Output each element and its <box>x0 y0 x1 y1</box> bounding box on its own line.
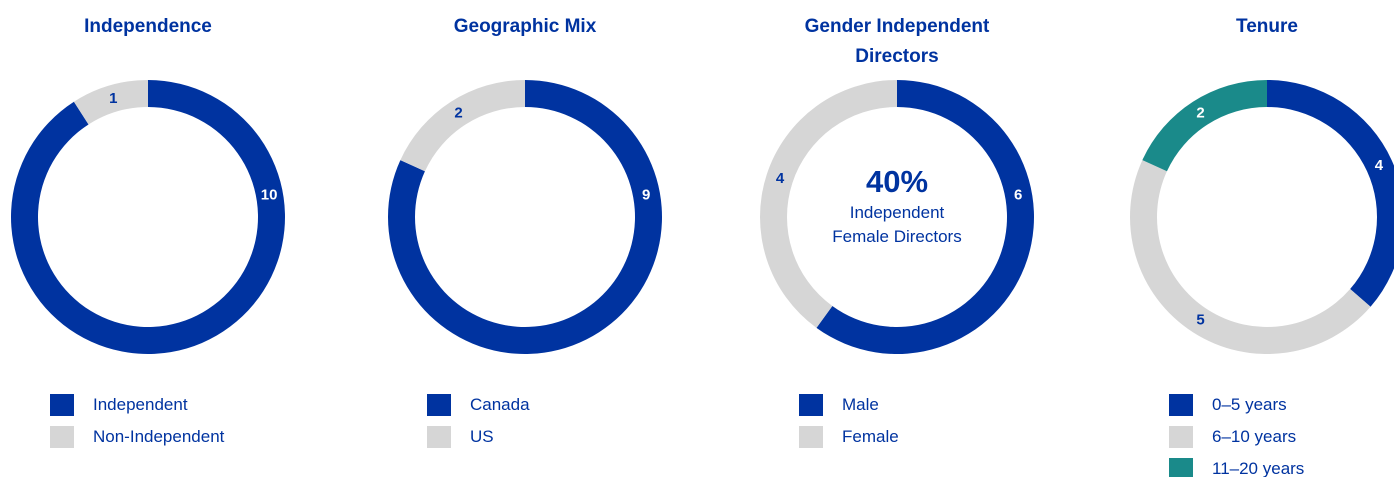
legend-swatch <box>50 426 74 448</box>
legend-label: US <box>470 427 494 446</box>
chart-title: Geographic Mix <box>453 16 597 37</box>
donut-slice <box>400 80 525 172</box>
legend-label: Non-Independent <box>93 427 225 446</box>
value-label: 10 <box>261 187 278 204</box>
legend-swatch <box>799 426 823 448</box>
chart-title: Gender Independent Directors <box>804 16 990 67</box>
legend-label: 11–20 years <box>1212 459 1305 477</box>
center-value: 40% <box>865 164 929 199</box>
chart-title: Independence <box>84 16 212 37</box>
legend-swatch <box>50 394 74 416</box>
value-label: 1 <box>109 90 117 107</box>
value-label: 4 <box>776 170 785 187</box>
value-label: 6 <box>1014 187 1022 204</box>
legend-label: Female <box>842 427 899 446</box>
donut-slice <box>10 80 286 355</box>
value-label: 9 <box>642 187 650 204</box>
donut-slice <box>1267 80 1394 307</box>
legend-label: Canada <box>470 395 530 414</box>
legend-swatch <box>427 394 451 416</box>
legend-swatch <box>1169 458 1193 477</box>
legend-swatch <box>799 394 823 416</box>
value-label: 4 <box>1375 157 1384 174</box>
chart-title: Tenure <box>1236 16 1298 37</box>
donut-slice <box>816 80 1034 355</box>
center-caption: Independent Female Directors <box>832 203 962 246</box>
value-label: 2 <box>454 104 462 121</box>
donut-slice <box>1129 160 1371 355</box>
value-label: 5 <box>1196 311 1204 328</box>
legend-label: Male <box>842 395 879 414</box>
legend-swatch <box>1169 394 1193 416</box>
donut-slice <box>73 80 148 125</box>
legend-swatch <box>427 426 451 448</box>
value-label: 2 <box>1196 104 1204 121</box>
legend-swatch <box>1169 426 1193 448</box>
donut-slice <box>1142 80 1267 172</box>
legend-label: Independent <box>93 395 188 414</box>
legend-label: 6–10 years <box>1212 427 1297 446</box>
donut-slice <box>760 80 897 328</box>
legend-label: 0–5 years <box>1212 395 1287 414</box>
